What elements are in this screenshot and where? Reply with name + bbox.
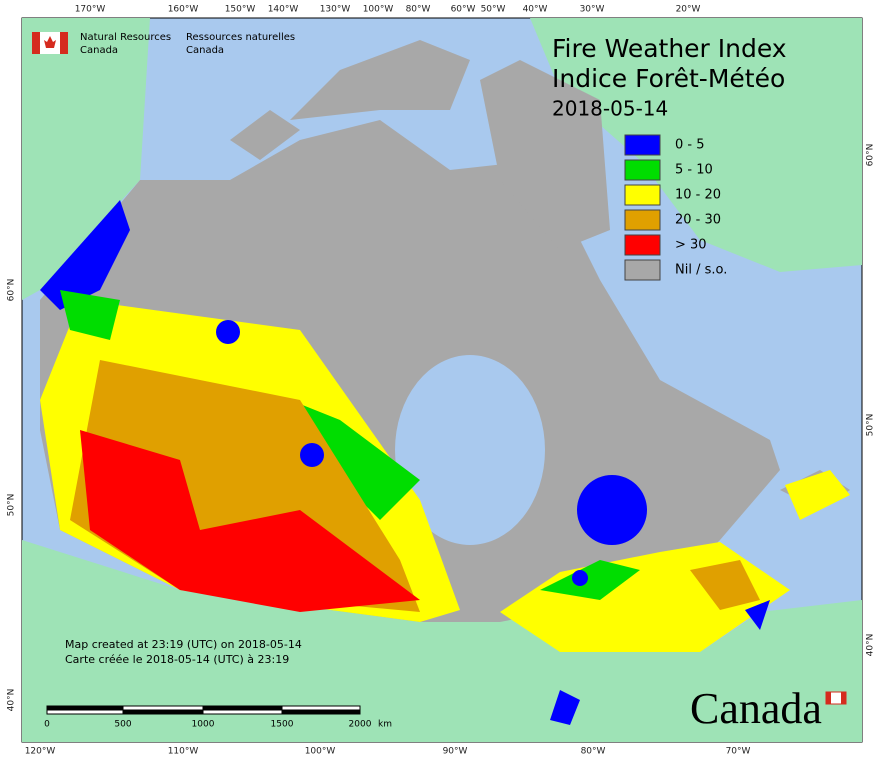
legend-label: 10 - 20 [675,188,721,203]
wordmark-text: Canada [690,684,822,733]
wordmark: Canada [690,684,847,733]
agency-fr: Canada [186,45,224,56]
scale-segment [46,709,124,715]
scale-label: 2000 [349,720,372,730]
graticule-label: 50°N [866,414,876,437]
graticule-label: 160°W [168,5,199,15]
date: 2018-05-14 [552,97,668,121]
graticule-label: 100°W [363,5,394,15]
graticule-label: 80°W [581,747,606,757]
graticule-label: 40°N [866,634,876,657]
graticule-label: 70°W [726,747,751,757]
scale-label: 500 [114,720,131,730]
legend-swatch [624,134,661,156]
scale-segment [281,709,361,715]
graticule-label: 80°W [406,5,431,15]
title: Fire Weather Index [552,34,787,63]
graticule-label: 170°W [75,5,106,15]
graticule-label: 40°N [7,689,17,712]
graticule-label: 140°W [268,5,299,15]
graticule-label: 130°W [320,5,351,15]
graticule-label: 100°W [305,747,336,757]
legend: 0 - 5 5 - 10 10 - 20 20 - 30 > 30 Nil / s.o. [624,134,727,281]
note: Map created at 23:19 (UTC) on 2018-05-14 [65,638,302,651]
hudson-bay [395,355,545,545]
scale-segment [46,705,124,711]
graticule-label: 120°W [25,747,56,757]
graticule-label: 90°W [443,747,468,757]
scale-segment [281,705,361,711]
agency-signature: Natural Resources Canada Ressources natu… [32,32,295,56]
fwi-zones [40,200,850,725]
graticule-label: 60°N [7,279,17,302]
agency-fr: Ressources naturelles [186,32,295,43]
legend-label: > 30 [675,238,707,253]
legend-label: 5 - 10 [675,163,713,178]
scale-segment [122,705,204,711]
scale-label: 0 [44,720,50,730]
legend-swatch [624,159,661,181]
graticule-label: 60°N [866,144,876,167]
graticule-label: 40°W [523,5,548,15]
agency-en: Natural Resources [80,32,171,43]
scale-segment [202,709,283,715]
graticule-label: 30°W [580,5,605,15]
scale-segment [202,705,283,711]
legend-swatch [624,184,661,206]
graticule: 170°W 160°W 150°W 140°W 130°W 100°W 80°W 60°W 50… [7,5,876,757]
scale-segment [122,709,204,715]
legend-swatch [624,209,661,231]
graticule-label: 110°W [168,747,199,757]
agency-en: Canada [80,45,118,56]
title: Indice Forêt-Météo [552,64,785,93]
legend-swatch [624,234,661,256]
legend-swatch [624,259,661,281]
graticule-label: 20°W [676,5,701,15]
legend-label: Nil / s.o. [675,263,727,278]
graticule-label: 150°W [225,5,256,15]
scale-label: 1500 [271,720,294,730]
scale-unit: km [378,720,392,730]
scale-label: 1000 [192,720,215,730]
note: Carte créée le 2018-05-14 (UTC) à 23:19 [65,653,289,666]
graticule-label: 50°N [7,494,17,517]
legend-label: 0 - 5 [675,138,705,153]
legend-label: 20 - 30 [675,213,721,228]
graticule-label: 60°W [451,5,476,15]
land-other [22,18,862,742]
scale-bar: 0 500 1000 1500 2000 km [44,705,392,730]
graticule-label: 50°W [481,5,506,15]
